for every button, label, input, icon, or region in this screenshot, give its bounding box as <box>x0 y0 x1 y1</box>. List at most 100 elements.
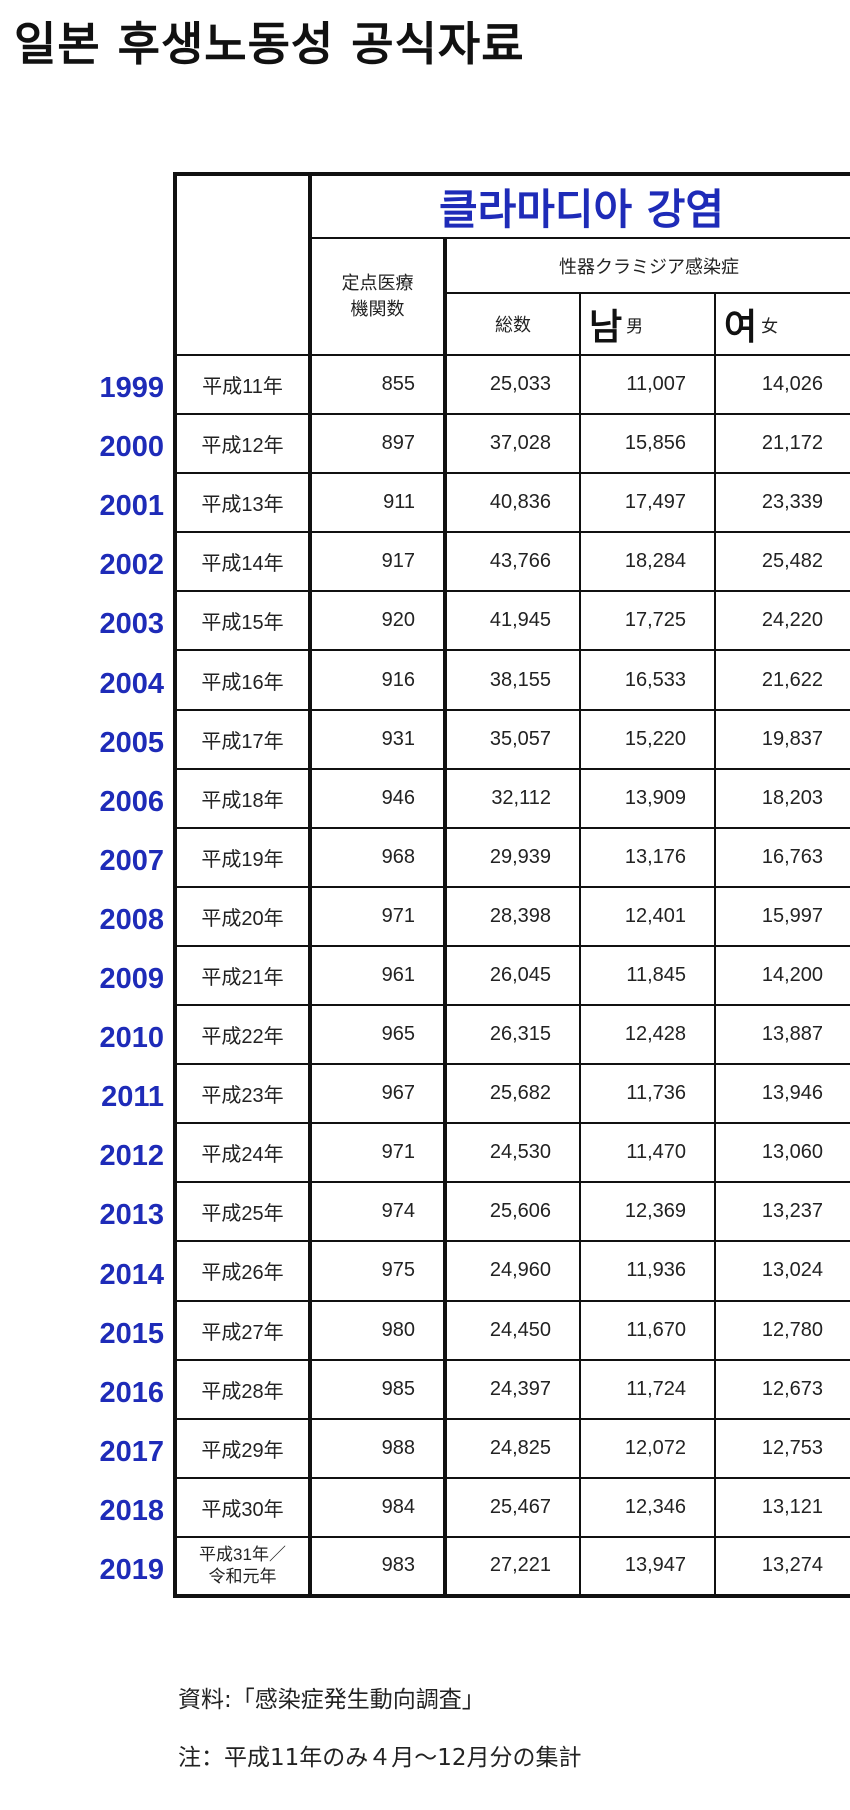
institutions-cell: 983 <box>309 1535 447 1597</box>
table-row: 平成18年 946 32,112 13,909 18,203 <box>174 767 850 829</box>
institutions-cell: 961 <box>309 944 447 1007</box>
male-cell: 11,670 <box>579 1299 716 1361</box>
male-cell: 18,284 <box>579 531 716 593</box>
era-cell: 平成29年 <box>174 1417 312 1479</box>
year-label: 2013 <box>99 1199 164 1232</box>
institutions-cell: 855 <box>309 353 447 416</box>
total-cell: 32,112 <box>444 767 581 829</box>
table-row: 平成12年 897 37,028 15,856 21,172 <box>174 413 850 475</box>
male-cell: 12,072 <box>579 1417 716 1479</box>
year-label: 2012 <box>99 1140 164 1173</box>
male-cell: 17,725 <box>579 590 716 652</box>
table-row: 平成23年 967 25,682 11,736 13,946 <box>174 1063 850 1125</box>
year-label: 2001 <box>99 490 164 523</box>
table-row: 平成30年 984 25,467 12,346 13,121 <box>174 1476 850 1538</box>
female-cell: 12,753 <box>713 1417 850 1479</box>
header-female-jp: 女 <box>761 316 779 337</box>
female-cell: 15,997 <box>713 885 850 947</box>
female-cell: 14,026 <box>713 353 850 416</box>
total-cell: 24,530 <box>444 1122 581 1184</box>
total-cell: 35,057 <box>444 708 581 770</box>
year-label: 1999 <box>99 372 164 404</box>
table-row: 平成25年 974 25,606 12,369 13,237 <box>174 1181 850 1243</box>
female-cell: 13,060 <box>713 1122 850 1184</box>
total-cell: 37,028 <box>444 413 581 475</box>
institutions-cell: 985 <box>309 1358 447 1420</box>
male-cell: 13,947 <box>579 1535 716 1597</box>
table-row: 平成20年 971 28,398 12,401 15,997 <box>174 885 850 947</box>
year-label: 2004 <box>99 667 164 700</box>
institutions-cell: 971 <box>309 885 447 947</box>
male-cell: 12,401 <box>579 885 716 947</box>
institutions-cell: 931 <box>309 708 447 770</box>
header-institutions: 定点医療 機関数 <box>309 237 447 356</box>
institutions-cell: 946 <box>309 767 447 829</box>
header-disease-group: 性器クラミジア感染症 <box>443 237 850 294</box>
male-cell: 16,533 <box>579 649 716 711</box>
total-cell: 26,315 <box>444 1004 581 1066</box>
female-cell: 16,763 <box>713 826 850 888</box>
total-cell: 28,398 <box>444 885 581 947</box>
total-cell: 25,033 <box>444 353 581 416</box>
table-body: 平成11年 855 25,033 11,007 14,026 平成12年 897 37,028… <box>174 353 850 1597</box>
male-cell: 13,176 <box>579 826 716 888</box>
table-row: 平成22年 965 26,315 12,428 13,887 <box>174 1004 850 1066</box>
year-label: 2009 <box>99 963 164 995</box>
male-cell: 13,909 <box>579 767 716 829</box>
male-cell: 11,470 <box>579 1122 716 1184</box>
female-cell: 13,024 <box>713 1240 850 1302</box>
year-label: 2017 <box>99 1435 164 1468</box>
era-cell: 平成19年 <box>174 826 312 888</box>
year-label: 2016 <box>99 1376 164 1409</box>
footnote-source: 資料:「感染症発生動向調査」 <box>178 1687 485 1713</box>
female-cell: 13,121 <box>713 1476 850 1538</box>
total-cell: 25,682 <box>444 1063 581 1125</box>
era-cell: 平成25年 <box>174 1181 312 1243</box>
era-cell: 平成22年 <box>174 1004 312 1066</box>
page-title: 일본 후생노동성 공식자료 <box>14 17 525 71</box>
year-label: 2000 <box>99 431 164 464</box>
year-label: 2005 <box>99 726 164 759</box>
era-cell: 平成11年 <box>174 353 312 416</box>
institutions-cell: 911 <box>309 472 447 534</box>
year-label: 2018 <box>99 1494 164 1527</box>
female-cell: 21,172 <box>713 413 850 475</box>
era-cell: 平成18年 <box>174 767 312 829</box>
header-male-jp: 男 <box>626 316 644 337</box>
year-label: 2010 <box>99 1022 164 1055</box>
male-cell: 11,936 <box>579 1240 716 1302</box>
era-cell: 平成20年 <box>174 885 312 947</box>
year-label: 2006 <box>99 785 164 818</box>
male-cell: 11,736 <box>579 1063 716 1125</box>
table-row: 平成27年 980 24,450 11,670 12,780 <box>174 1299 850 1361</box>
total-cell: 25,467 <box>444 1476 581 1538</box>
year-label: 2008 <box>99 903 164 936</box>
era-cell: 平成23年 <box>174 1063 312 1125</box>
year-label: 2019 <box>99 1554 164 1586</box>
total-cell: 26,045 <box>444 944 581 1007</box>
table-row: 平成28年 985 24,397 11,724 12,673 <box>174 1358 850 1420</box>
female-cell: 24,220 <box>713 590 850 652</box>
female-cell: 14,200 <box>713 944 850 1007</box>
year-label: 2011 <box>101 1081 164 1114</box>
era-cell: 平成13年 <box>174 472 312 534</box>
total-cell: 40,836 <box>444 472 581 534</box>
female-cell: 13,237 <box>713 1181 850 1243</box>
total-cell: 24,825 <box>444 1417 581 1479</box>
table-row: 平成26年 975 24,960 11,936 13,024 <box>174 1240 850 1302</box>
year-label: 2015 <box>99 1317 164 1350</box>
total-cell: 41,945 <box>444 590 581 652</box>
institutions-cell: 974 <box>309 1181 447 1243</box>
header-blank-cell <box>174 173 312 356</box>
institutions-cell: 917 <box>309 531 447 593</box>
male-cell: 12,346 <box>579 1476 716 1538</box>
era-cell: 平成21年 <box>174 944 312 1007</box>
institutions-cell: 916 <box>309 649 447 711</box>
male-cell: 12,369 <box>579 1181 716 1243</box>
header-total: 総数 <box>444 292 581 356</box>
female-cell: 25,482 <box>713 531 850 593</box>
era-cell: 平成24年 <box>174 1122 312 1184</box>
total-cell: 24,397 <box>444 1358 581 1420</box>
